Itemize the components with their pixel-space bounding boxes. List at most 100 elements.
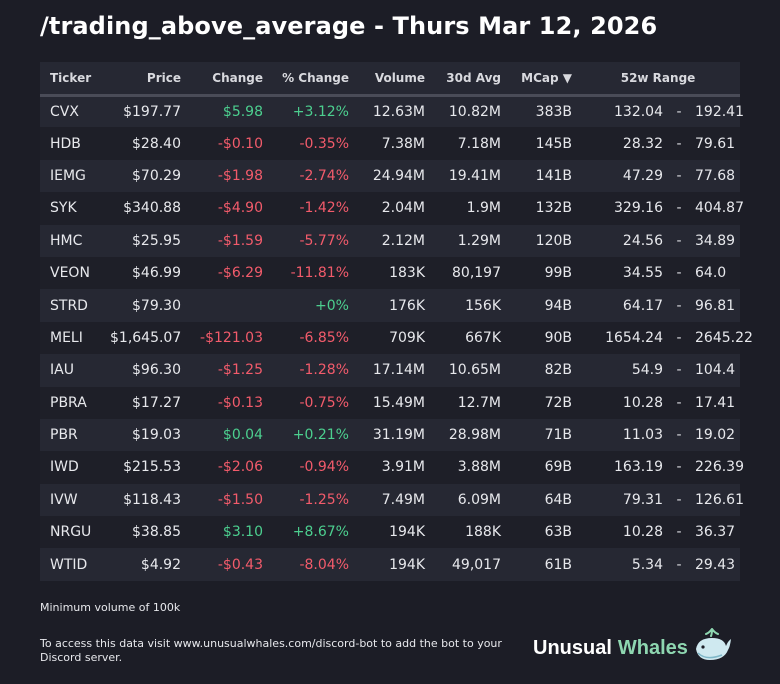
table-row[interactable]: IEMG $70.29 -$1.98 -2.74% 24.94M 19.41M 141B 47… <box>40 159 741 193</box>
pct-change-cell: +8.67% <box>292 524 349 541</box>
price-cell: $17.27 <box>132 394 181 411</box>
mcap-cell: 82B <box>544 362 572 379</box>
avg-30d-cell: 12.7M <box>457 394 501 411</box>
column-header-52w-range[interactable]: 52w Range <box>576 62 741 97</box>
ticker-cell: IEMG <box>50 167 86 184</box>
range-high-cell: 2645.22 <box>695 329 753 346</box>
column-header-volume[interactable]: Volume <box>353 62 429 97</box>
column-header-30d-avg[interactable]: 30d Avg <box>429 62 505 97</box>
avg-30d-cell: 80,197 <box>452 265 501 282</box>
avg-30d-cell: 10.65M <box>448 362 501 379</box>
volume-cell: 194K <box>389 556 425 573</box>
price-cell: $25.95 <box>132 232 181 249</box>
table-header-row: Ticker Price Change % Change Volume 30d … <box>40 62 741 97</box>
price-cell: $19.03 <box>132 427 181 444</box>
range-separator: - <box>676 459 682 476</box>
mcap-cell: 71B <box>544 427 572 444</box>
pct-change-cell: -1.42% <box>299 200 349 217</box>
table-row[interactable]: PBR $19.03 $0.04 +0.21% 31.19M 28.98M 71B 11.03… <box>40 418 741 452</box>
ticker-cell: MELI <box>50 329 83 346</box>
avg-30d-cell: 1.9M <box>466 200 501 217</box>
pct-change-cell: -0.35% <box>299 135 349 152</box>
table-row[interactable]: HDB $28.40 -$0.10 -0.35% 7.38M 7.18M 145B 28.32… <box>40 127 741 160</box>
pct-change-cell: -1.28% <box>299 362 349 379</box>
column-header-change[interactable]: Change <box>185 62 267 97</box>
range-low-cell: 64.17 <box>622 297 663 314</box>
table-row[interactable]: IVW $118.43 -$1.50 -1.25% 7.49M 6.09M 64B 79.31… <box>40 483 744 517</box>
mcap-cell: 383B <box>535 103 572 120</box>
access-info-text: To access this data visit www.unusualwha… <box>40 637 502 664</box>
brand-word-unusual: Unusual <box>533 636 612 659</box>
range-low-cell: 10.28 <box>622 524 663 541</box>
pct-change-cell: +3.12% <box>292 103 349 120</box>
price-cell: $70.29 <box>132 167 181 184</box>
avg-30d-cell: 28.98M <box>448 427 501 444</box>
change-cell: $0.04 <box>222 427 263 444</box>
data-table-container: Ticker Price Change % Change Volume 30d … <box>40 62 753 581</box>
change-cell: -$1.98 <box>217 167 263 184</box>
price-cell: $79.30 <box>132 297 181 314</box>
page-title: /trading_above_average - Thurs Mar 12, 2… <box>40 12 658 40</box>
range-high-cell: 17.41 <box>695 394 736 411</box>
range-low-cell: 1654.24 <box>605 329 663 346</box>
change-cell: -$0.13 <box>217 394 263 411</box>
table-row[interactable]: IAU $96.30 -$1.25 -1.28% 17.14M 10.65M 82B 54.9… <box>40 354 741 387</box>
table-row[interactable]: IWD $215.53 -$2.06 -0.94% 3.91M 3.88M 69B 163.1… <box>40 451 744 484</box>
pct-change-cell: -0.75% <box>299 394 349 411</box>
mcap-cell: 72B <box>544 394 572 411</box>
table-row[interactable]: PBRA $17.27 -$0.13 -0.75% 15.49M 12.7M 72B 10.2… <box>40 386 741 419</box>
range-separator: - <box>676 135 682 152</box>
column-header-price[interactable]: Price <box>106 62 185 97</box>
price-cell: $118.43 <box>123 491 181 508</box>
range-separator: - <box>676 232 682 249</box>
ticker-cell: PBR <box>50 427 78 444</box>
avg-30d-cell: 3.88M <box>457 459 501 476</box>
volume-cell: 709K <box>389 329 425 346</box>
mcap-cell: 63B <box>544 524 572 541</box>
range-low-cell: 34.55 <box>622 265 663 282</box>
table-body: CVX $197.77 $5.98 +3.12% 12.63M 10.82M 383B 132… <box>40 95 753 581</box>
range-low-cell: 47.29 <box>622 167 663 184</box>
brand-word-whales: Whales <box>617 636 688 659</box>
price-cell: $4.92 <box>140 556 181 573</box>
range-separator: - <box>676 491 682 508</box>
ticker-cell: SYK <box>50 200 77 217</box>
range-high-cell: 192.41 <box>695 103 744 120</box>
pct-change-cell: -0.94% <box>299 459 349 476</box>
whale-icon <box>692 627 732 669</box>
volume-cell: 24.94M <box>372 167 425 184</box>
column-header-pct-change[interactable]: % Change <box>267 62 353 97</box>
avg-30d-cell: 6.09M <box>457 491 501 508</box>
change-cell: -$0.10 <box>217 135 263 152</box>
range-high-cell: 29.43 <box>695 556 736 573</box>
table-row[interactable]: STRD $79.30 +0% 176K 156K 94B 64.17-96.81 <box>40 289 741 322</box>
ticker-cell: WTID <box>50 556 88 573</box>
pct-change-cell: -6.85% <box>299 329 349 346</box>
volume-cell: 12.63M <box>372 103 425 120</box>
ticker-cell: IAU <box>50 362 74 379</box>
ticker-cell: IWD <box>50 459 79 476</box>
price-cell: $28.40 <box>132 135 181 152</box>
volume-cell: 15.49M <box>372 394 425 411</box>
avg-30d-cell: 10.82M <box>448 103 501 120</box>
column-header-mcap[interactable]: MCap ▼ <box>505 62 576 97</box>
ticker-cell: PBRA <box>50 394 87 411</box>
column-header-ticker[interactable]: Ticker <box>40 62 106 97</box>
ticker-cell: STRD <box>50 297 88 314</box>
range-low-cell: 28.32 <box>622 135 663 152</box>
range-high-cell: 64.0 <box>695 265 727 282</box>
table-row[interactable]: MELI $1,645.07 -$121.03 -6.85% 709K 667K 90B 16… <box>40 321 753 355</box>
table-row[interactable]: VEON $46.99 -$6.29 -11.81% 183K 80,197 99B 34.5… <box>40 256 741 290</box>
pct-change-cell: -2.74% <box>299 167 349 184</box>
table-row[interactable]: HMC $25.95 -$1.59 -5.77% 2.12M 1.29M 120B 24.56… <box>40 224 741 257</box>
range-low-cell: 132.04 <box>614 103 663 120</box>
change-cell: -$6.29 <box>217 265 263 282</box>
table-row[interactable]: SYK $340.88 -$4.90 -1.42% 2.04M 1.9M 132B 329.1… <box>40 192 744 225</box>
pct-change-cell: -11.81% <box>290 265 349 282</box>
change-cell: -$1.25 <box>217 362 263 379</box>
change-cell: -$2.06 <box>217 459 263 476</box>
range-low-cell: 10.28 <box>622 394 663 411</box>
table-row[interactable]: WTID $4.92 -$0.43 -8.04% 194K 49,017 61B 5.34-2… <box>40 548 741 581</box>
table-row[interactable]: CVX $197.77 $5.98 +3.12% 12.63M 10.82M 383B 132… <box>40 95 744 128</box>
table-row[interactable]: NRGU $38.85 $3.10 +8.67% 194K 188K 63B 10.28-36… <box>40 516 741 549</box>
